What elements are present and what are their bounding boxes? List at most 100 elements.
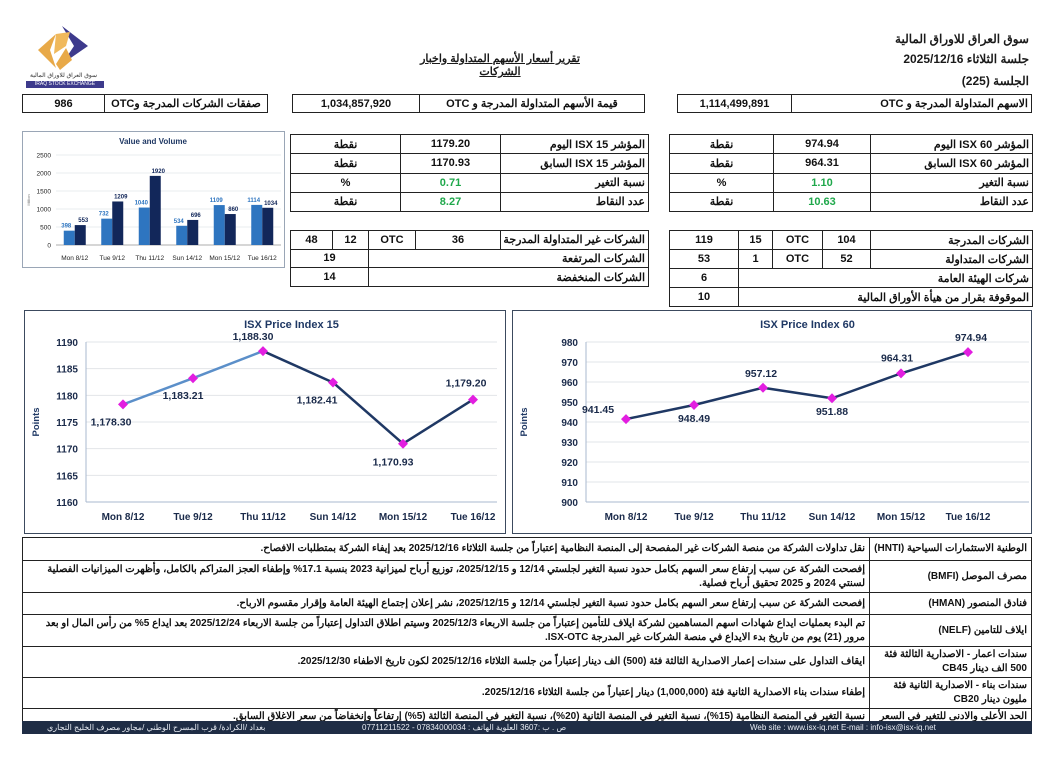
volume-data-label: 553 (78, 218, 89, 224)
otc-label: OTC (772, 230, 823, 250)
bar-volume (187, 219, 199, 245)
data-point-marker (689, 400, 699, 411)
total-count: 48 (290, 230, 333, 250)
footer-phone: ص . ب :3607 العلوية الهاتف : 07834000034… (362, 723, 567, 732)
row-label: المؤشر ISX 15 السابق (500, 153, 649, 174)
x-tick-label: Tue 16/12 (946, 512, 991, 523)
isx60-chart-svg: ISX Price Index 60 Points 900 910 920 930 940 9… (519, 319, 1029, 523)
y-tick-label: 960 (561, 378, 578, 389)
data-label: 1,188.30 (233, 331, 274, 343)
news-company: سندات بناء - الاصدارية الثانية فئة مليون… (869, 677, 1032, 709)
data-point-marker (188, 373, 198, 384)
x-tick-label: Tue 16/12 (451, 512, 496, 523)
row-unit: % (669, 172, 774, 193)
news-row: سندات بناء - الاصدارية الثانية فئة مليون… (22, 677, 1032, 709)
summary-label: قيمة الأسهم المتداولة المدرجة و OTC (419, 94, 645, 113)
news-text: إفصحت الشركة عن سبب إرتفاع سعر السهم بكا… (22, 560, 870, 593)
value-data-label: 732 (99, 212, 110, 218)
company-news-table: الوطنية الاستثمارات السياحية (HNTI) نقل ت… (22, 537, 1032, 726)
bar-value (213, 205, 225, 245)
x-tick-label: Mon 8/12 (102, 512, 145, 523)
news-company: ايلاف للتامين (NELF) (869, 614, 1032, 647)
bar-value (251, 204, 263, 245)
data-label: 1,170.93 (373, 457, 414, 469)
series-line-segment (831, 372, 902, 400)
data-label: 941.45 (582, 404, 614, 416)
footer-address: بغداد /الكرادة/ قرب المسرح الوطني /مجاور… (47, 723, 266, 732)
x-tick-label: Thu 11/12 (240, 512, 286, 523)
row-label: عدد النقاط (500, 191, 649, 213)
logo-arabic-text: سوق العراق للاوراق المالية (30, 73, 97, 79)
row-value: 1170.93 (400, 153, 501, 174)
row-value: 1.10 (773, 172, 871, 193)
row-label: الشركات المتداولة (870, 249, 1033, 269)
table-row: نسبة التغير 0.71% (290, 172, 649, 193)
row-unit: نقطة (290, 191, 401, 213)
companies-left-table: الشركات غير المتداولة المدرجة 36 OTC 12 48 ا… (290, 230, 649, 287)
y-tick-label: 1165 (56, 471, 78, 482)
row-label: الشركات غير المتداولة المدرجة (500, 230, 649, 250)
y-tick-label: 900 (561, 498, 578, 509)
series-line-segment (900, 350, 969, 375)
data-point-marker (896, 368, 906, 379)
y-axis-label: Points (31, 407, 42, 436)
otc-count: 12 (332, 230, 369, 250)
regular-count: 36 (415, 230, 501, 250)
chart-title: ISX Price Index 60 (760, 319, 855, 331)
y-tick-label: 970 (561, 358, 578, 369)
isx15-chart-svg: ISX Price Index 15 Points 1160 1165 1170 1175… (31, 319, 497, 523)
news-row: مصرف الموصل (BMFI) إفصحت الشركة عن سبب إر… (22, 560, 1032, 593)
row-value: 964.31 (773, 153, 871, 174)
table-row: الشركات المنخفضة 14 (290, 267, 649, 287)
total-count: 53 (669, 249, 739, 269)
row-value: 14 (290, 267, 369, 287)
news-company: مصرف الموصل (BMFI) (869, 560, 1032, 593)
y-tick-label: 920 (561, 458, 578, 469)
session-date: جلسة الثلاثاء 2025/12/16 (903, 52, 1029, 66)
table-row: المؤشر ISX 15 اليوم 1179.20 نقطة (290, 133, 649, 155)
table-row: الشركات المرتفعة 19 (290, 248, 649, 269)
x-tick-label: Mon 15/12 (877, 512, 926, 523)
series-line-segment (402, 398, 474, 445)
row-label: المؤشر ISX 60 السابق (870, 153, 1033, 174)
news-company: الوطنية الاستثمارات السياحية (HNTI) (869, 537, 1032, 561)
series-line-segment (262, 349, 334, 384)
bar-volume (74, 225, 86, 245)
table-row: الشركات غير المتداولة المدرجة 36 OTC 12 48 (290, 230, 649, 250)
isx-logo: سوق العراق للاوراق المالية IRAQ STOCK EX… (26, 24, 106, 92)
volume-data-label: 1209 (114, 194, 128, 200)
y-axis-label: Points (519, 407, 530, 436)
y-tick-label: 940 (561, 418, 578, 429)
news-row: ايلاف للتامين (NELF) تم البدء بعمليات ايد… (22, 614, 1032, 647)
x-tick-label: Sun 14/12 (809, 512, 856, 523)
bar-volume (262, 207, 274, 245)
row-label: الشركات المرتفعة (368, 248, 649, 269)
data-point-marker (398, 438, 408, 449)
isx15-table: المؤشر ISX 15 اليوم 1179.20 نقطة المؤشر IS… (290, 133, 649, 213)
data-point-marker (827, 393, 837, 404)
y-tick-label: 910 (561, 478, 578, 489)
row-unit: نقطة (290, 153, 401, 174)
otc-count: 15 (738, 230, 773, 250)
x-tick-label: Mon 8/12 (605, 512, 648, 523)
y-tick-label: 930 (561, 438, 578, 449)
value-volume-chart: Value and Volume Million 0 500 1000 1500 2000 2… (22, 131, 285, 268)
data-label: 964.31 (881, 352, 913, 364)
bar-volume (149, 175, 161, 245)
y-tick-label: 980 (561, 338, 578, 349)
y-axis-label: Million (26, 194, 31, 205)
summary-traded-shares: الاسهم المتداولة المدرجة و OTC 1,114,499,… (677, 94, 1032, 113)
otc-count: 1 (738, 249, 773, 269)
row-label: الشركات المنخفضة (368, 267, 649, 287)
y-tick-label: 1175 (56, 418, 78, 429)
row-unit: نقطة (669, 133, 774, 155)
chart-title: Value and Volume (119, 137, 187, 146)
summary-value: 1,114,499,891 (677, 94, 792, 113)
x-tick-label: Tue 9/12 (674, 512, 714, 523)
volume-data-label: 860 (228, 207, 239, 213)
data-label: 974.94 (955, 332, 987, 344)
summary-traded-value: قيمة الأسهم المتداولة المدرجة و OTC 1,034… (292, 94, 645, 113)
y-tick-label: 0 (47, 243, 51, 250)
volume-data-label: 1920 (152, 169, 166, 175)
value-data-label: 534 (174, 219, 185, 225)
